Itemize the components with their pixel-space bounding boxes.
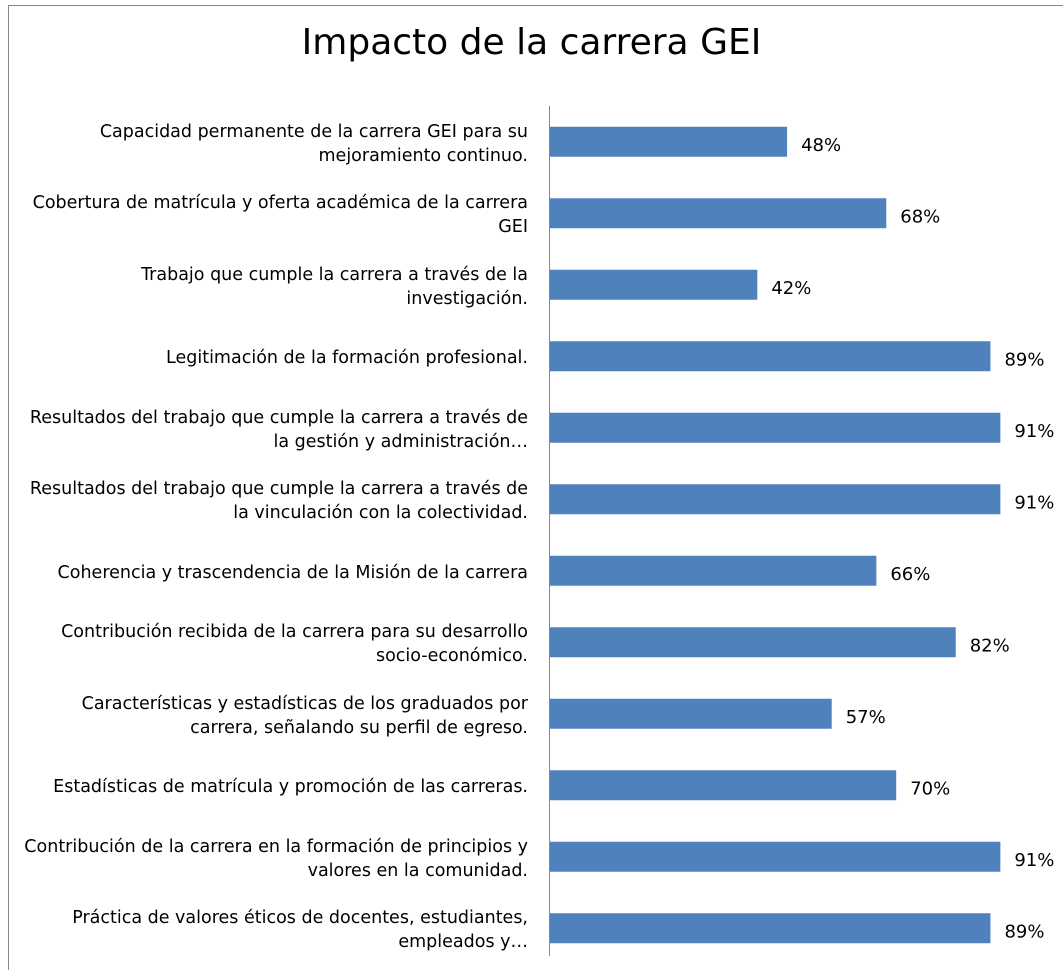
- category-label: Resultados del trabajo que cumple la car…: [29, 407, 528, 452]
- data-label: 82%: [970, 635, 1010, 656]
- bar: [549, 412, 1001, 443]
- data-label: 91%: [1014, 850, 1054, 871]
- data-label: 89%: [1004, 349, 1044, 370]
- bar: [549, 698, 832, 729]
- bar: [549, 555, 877, 586]
- category-label: Coherencia y trascendencia de la Misión …: [57, 562, 528, 583]
- category-label: Trabajo que cumple la carrera a través d…: [141, 264, 528, 309]
- data-label: 57%: [846, 707, 886, 728]
- bar: [549, 269, 758, 300]
- category-label: Resultados del trabajo que cumple la car…: [29, 479, 528, 524]
- data-label: 66%: [890, 564, 930, 585]
- chart-title: Impacto de la carrera GEI: [301, 22, 762, 63]
- data-label: 91%: [1014, 421, 1054, 442]
- data-label: 42%: [771, 278, 811, 299]
- bar: [549, 770, 897, 801]
- category-label: Cobertura de matrícula y oferta académic…: [32, 193, 528, 238]
- data-label: 68%: [900, 206, 940, 227]
- bar: [549, 198, 887, 229]
- data-label: 89%: [1004, 921, 1044, 942]
- data-label: 91%: [1014, 492, 1054, 513]
- data-label: 48%: [801, 135, 841, 156]
- bar: [549, 126, 788, 157]
- category-label: Contribución de la carrera en la formaci…: [24, 836, 528, 881]
- data-label: 70%: [910, 778, 950, 799]
- category-label: Legitimación de la formación profesional…: [166, 348, 528, 369]
- category-label: Características y estadísticas de los gr…: [81, 693, 528, 738]
- category-label: Estadísticas de matrícula y promoción de…: [53, 777, 528, 798]
- bar: [549, 341, 991, 372]
- category-label: Contribución recibida de la carrera para…: [61, 622, 528, 667]
- bar: [549, 627, 956, 658]
- bar: [549, 913, 991, 944]
- category-label: Práctica de valores éticos de docentes, …: [72, 908, 528, 953]
- bar: [549, 484, 1001, 515]
- category-label: Capacidad permanente de la carrera GEI p…: [99, 121, 528, 166]
- bar: [549, 841, 1001, 872]
